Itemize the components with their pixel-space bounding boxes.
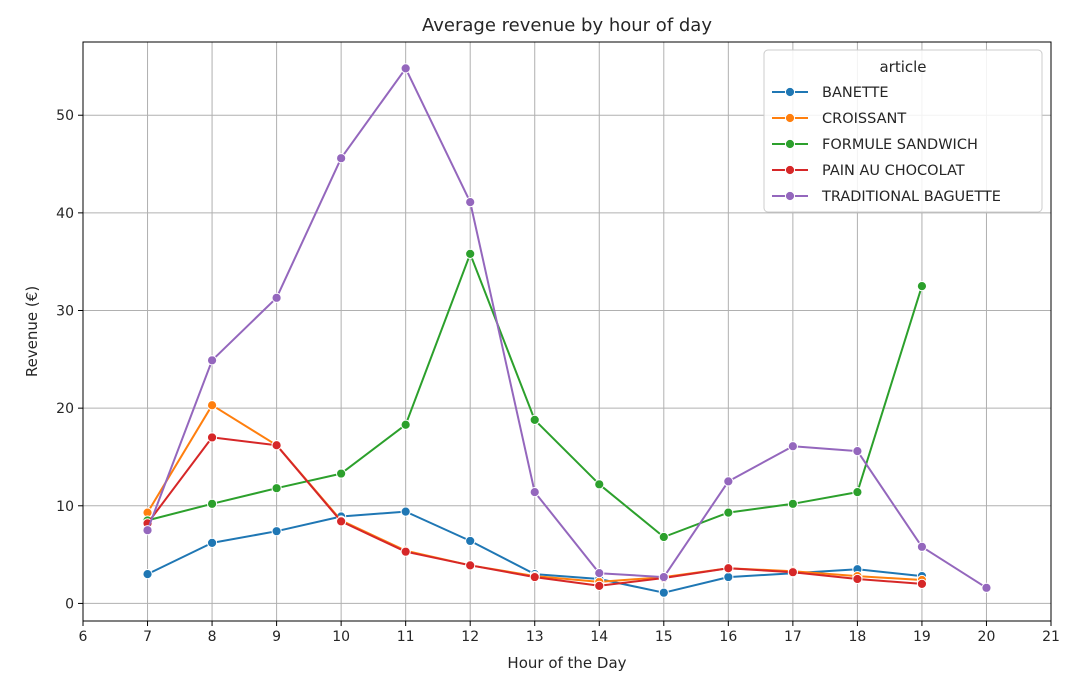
data-point bbox=[142, 569, 153, 580]
series-traditional-baguette bbox=[142, 63, 992, 593]
data-point bbox=[336, 468, 347, 479]
legend-item: FORMULE SANDWICH bbox=[772, 137, 978, 153]
data-point bbox=[658, 587, 669, 598]
x-axis: 6 7 8 9 10 11 12 13 14 15 16 17 18 19 20 21 bbox=[79, 621, 1060, 645]
data-point bbox=[594, 479, 605, 490]
y-tick-label: 0 bbox=[65, 596, 74, 612]
legend-items: BANETTE CROISSANT FORMULE SANDWICH PAIN AU … bbox=[772, 85, 1001, 205]
x-tick-label: 16 bbox=[719, 629, 737, 645]
data-point bbox=[336, 516, 347, 527]
data-point bbox=[400, 63, 411, 74]
legend-title: article bbox=[879, 58, 926, 76]
legend-label: TRADITIONAL BAGUETTE bbox=[821, 189, 1001, 205]
data-point bbox=[271, 292, 282, 303]
data-point bbox=[206, 432, 218, 443]
data-point bbox=[142, 525, 153, 536]
data-point bbox=[916, 280, 928, 292]
x-tick-label: 10 bbox=[332, 629, 350, 645]
y-tick-label: 20 bbox=[56, 401, 74, 417]
x-tick-label: 15 bbox=[655, 629, 673, 645]
legend-label: CROISSANT bbox=[822, 111, 906, 127]
x-tick-label: 12 bbox=[461, 629, 479, 645]
data-point bbox=[658, 571, 669, 583]
data-point bbox=[400, 506, 411, 517]
data-point bbox=[594, 568, 605, 579]
data-point bbox=[787, 567, 798, 578]
x-tick-label: 21 bbox=[1042, 629, 1060, 645]
legend-marker bbox=[784, 86, 796, 98]
x-tick-label: 8 bbox=[208, 629, 217, 645]
data-point bbox=[723, 507, 734, 518]
data-point bbox=[400, 546, 411, 557]
legend-item: BANETTE bbox=[772, 85, 889, 101]
legend-box bbox=[763, 49, 1043, 213]
data-point bbox=[916, 578, 928, 589]
data-point bbox=[529, 571, 540, 583]
data-point bbox=[529, 414, 540, 425]
y-axis: 0 10 20 30 40 50 bbox=[56, 108, 83, 612]
legend-item: CROISSANT bbox=[772, 111, 906, 127]
legend-label: BANETTE bbox=[822, 85, 889, 101]
y-tick-label: 30 bbox=[56, 304, 74, 320]
data-point bbox=[658, 531, 669, 543]
data-point bbox=[594, 580, 605, 591]
series-pain-au-chocolat bbox=[142, 432, 928, 591]
legend-marker bbox=[784, 138, 796, 150]
data-point bbox=[852, 446, 863, 457]
data-point bbox=[465, 535, 476, 547]
y-axis-label: Revenue (€) bbox=[23, 286, 41, 377]
data-point bbox=[206, 498, 218, 509]
chart-title: Average revenue by hour of day bbox=[422, 15, 712, 36]
data-point bbox=[206, 400, 218, 411]
x-tick-label: 20 bbox=[978, 629, 996, 645]
data-point bbox=[336, 153, 347, 164]
legend-item: PAIN AU CHOCOLAT bbox=[772, 163, 965, 179]
x-tick-label: 11 bbox=[397, 629, 415, 645]
x-tick-label: 13 bbox=[526, 629, 544, 645]
data-point bbox=[852, 573, 863, 585]
x-tick-label: 14 bbox=[590, 629, 608, 645]
x-tick-label: 18 bbox=[848, 629, 866, 645]
data-point bbox=[981, 582, 992, 593]
y-tick-label: 50 bbox=[56, 108, 74, 124]
x-tick-label: 7 bbox=[143, 629, 152, 645]
plot-frame bbox=[82, 41, 1052, 622]
x-tick-label: 19 bbox=[913, 629, 931, 645]
x-tick-label: 17 bbox=[784, 629, 802, 645]
data-point bbox=[723, 571, 734, 583]
series-line bbox=[146, 67, 988, 589]
y-tick-label: 40 bbox=[56, 206, 74, 222]
data-point bbox=[852, 487, 863, 498]
legend: article BANETTE CROISSANT FORMULE SANDWICH… bbox=[763, 49, 1043, 213]
x-tick-label: 9 bbox=[272, 629, 281, 645]
x-tick-label: 6 bbox=[79, 629, 88, 645]
data-point bbox=[271, 440, 282, 451]
y-tick-label: 10 bbox=[56, 499, 74, 515]
data-point bbox=[787, 498, 798, 509]
legend-item: TRADITIONAL BAGUETTE bbox=[772, 189, 1001, 205]
data-point bbox=[465, 197, 476, 208]
data-point bbox=[787, 441, 798, 452]
data-point bbox=[529, 487, 540, 498]
data-point bbox=[465, 248, 476, 259]
legend-marker bbox=[784, 164, 796, 176]
legend-label: PAIN AU CHOCOLAT bbox=[822, 163, 965, 179]
x-axis-label: Hour of the Day bbox=[507, 654, 626, 672]
data-point bbox=[465, 560, 476, 571]
data-point bbox=[916, 541, 928, 552]
data-point bbox=[723, 476, 734, 487]
legend-marker bbox=[784, 190, 796, 202]
legend-marker bbox=[784, 112, 796, 124]
data-point bbox=[206, 537, 218, 548]
series-layer bbox=[142, 63, 992, 598]
legend-label: FORMULE SANDWICH bbox=[822, 137, 978, 153]
data-point bbox=[271, 526, 282, 537]
data-point bbox=[271, 483, 282, 494]
data-point bbox=[400, 419, 411, 430]
data-point bbox=[206, 355, 218, 366]
data-point bbox=[723, 563, 734, 574]
